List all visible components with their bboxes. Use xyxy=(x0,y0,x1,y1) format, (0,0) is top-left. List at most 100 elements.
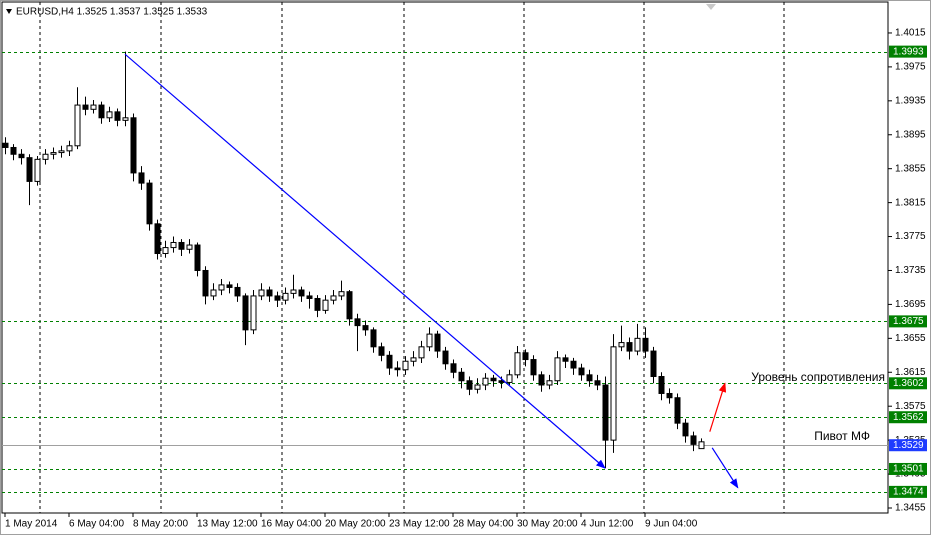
candle-body xyxy=(122,117,129,121)
candle-body xyxy=(538,374,545,386)
x-tick-label: 4 Jun 12:00 xyxy=(581,519,634,530)
candle-body xyxy=(642,337,649,352)
y-tick-label: 1.3975 xyxy=(895,62,926,73)
candle-body xyxy=(322,299,329,311)
candle-body xyxy=(386,354,393,369)
x-tick-label: 13 May 12:00 xyxy=(197,519,258,530)
level-label: 1.3529 xyxy=(893,440,924,451)
x-tick-label: 1 May 2014 xyxy=(5,519,58,530)
x-tick-label: 8 May 20:00 xyxy=(133,519,188,530)
level-label: 1.3602 xyxy=(893,378,924,389)
candle-body xyxy=(258,289,265,297)
candle-body xyxy=(34,158,41,182)
candle-body xyxy=(522,352,529,361)
candle-body xyxy=(210,289,217,297)
candle-body xyxy=(2,142,9,148)
candle-body xyxy=(42,153,49,160)
candle-body xyxy=(354,318,361,327)
candle-body xyxy=(338,291,345,297)
x-tick-label: 6 May 04:00 xyxy=(69,519,124,530)
candle-body xyxy=(674,397,681,424)
y-tick-label: 1.3815 xyxy=(895,197,926,208)
candle-body xyxy=(130,117,137,174)
candle-body xyxy=(106,111,113,119)
level-label-box xyxy=(889,462,927,475)
candle-body xyxy=(362,325,369,331)
level-label: 1.3993 xyxy=(893,46,924,57)
y-tick-label: 1.3655 xyxy=(895,333,926,344)
scroll-marker xyxy=(706,4,716,10)
candle-body xyxy=(170,241,177,249)
candle-body xyxy=(458,371,465,382)
y-tick-label: 1.3775 xyxy=(895,231,926,242)
candle-body xyxy=(226,284,233,288)
x-tick-label: 9 Jun 04:00 xyxy=(645,519,698,530)
level-label-box xyxy=(889,439,927,452)
candle-body xyxy=(274,295,281,301)
candle-body xyxy=(626,342,633,352)
trendline xyxy=(124,53,606,469)
candle-body xyxy=(698,441,705,450)
candle-body xyxy=(266,289,273,297)
candle-body xyxy=(314,297,321,311)
candle-body xyxy=(178,241,185,250)
y-tick-label: 1.3575 xyxy=(895,401,926,412)
candle-body xyxy=(74,104,81,147)
candle-body xyxy=(50,152,57,155)
candle-body xyxy=(610,346,617,441)
candle-body xyxy=(402,360,409,371)
candle-body xyxy=(594,380,601,386)
candle-body xyxy=(370,329,377,348)
candle-body xyxy=(346,291,353,320)
candle-body xyxy=(482,377,489,386)
level-label-box xyxy=(889,377,927,390)
candle-body xyxy=(426,333,433,348)
level-label-box xyxy=(889,315,927,328)
candle-body xyxy=(474,384,481,390)
candle-body xyxy=(578,367,585,376)
candle-body xyxy=(394,367,401,371)
candle-body xyxy=(162,247,169,255)
candle-body xyxy=(282,292,289,301)
candle-body xyxy=(466,380,473,390)
grid xyxy=(39,2,785,513)
candle-body xyxy=(66,145,73,152)
candle-body xyxy=(602,384,609,441)
candle-body xyxy=(290,289,297,294)
x-tick-label: 23 May 12:00 xyxy=(389,519,450,530)
candle-body xyxy=(450,363,457,373)
candle-body xyxy=(218,284,225,291)
level-label: 1.3562 xyxy=(893,412,924,423)
candle-body xyxy=(666,392,673,399)
candle-body xyxy=(586,374,593,382)
candle-body xyxy=(514,352,521,376)
arrow xyxy=(711,447,739,489)
candle-body xyxy=(418,346,425,359)
candle-body xyxy=(658,376,665,394)
candle-body xyxy=(138,172,145,184)
y-tick-label: 1.3855 xyxy=(895,163,926,174)
candle-body xyxy=(650,350,657,378)
candle-body xyxy=(114,111,121,121)
y-tick-label: 1.3615 xyxy=(895,367,926,378)
candle-body xyxy=(554,357,561,382)
chart-title: EURUSD,H4 1.3525 1.3537 1.3525 1.3533 xyxy=(16,7,208,18)
candle-body xyxy=(410,357,417,362)
candle-body xyxy=(490,377,497,382)
candle-body xyxy=(82,104,89,110)
level-label: 1.3501 xyxy=(893,464,924,475)
level-label: 1.3474 xyxy=(893,487,924,498)
candle-body xyxy=(570,360,577,369)
menu-marker xyxy=(6,9,12,14)
candle-body xyxy=(562,357,569,362)
candle-body xyxy=(690,435,697,445)
candle-body xyxy=(306,295,313,299)
y-tick-label: 1.3695 xyxy=(895,299,926,310)
candle-body xyxy=(530,359,537,376)
candle-body xyxy=(618,342,625,348)
candle-body xyxy=(242,295,249,331)
candle-body xyxy=(634,337,641,352)
candle-body xyxy=(434,333,441,352)
annotation: Уровень сопротивления xyxy=(751,370,885,384)
level-label-box xyxy=(889,485,927,498)
